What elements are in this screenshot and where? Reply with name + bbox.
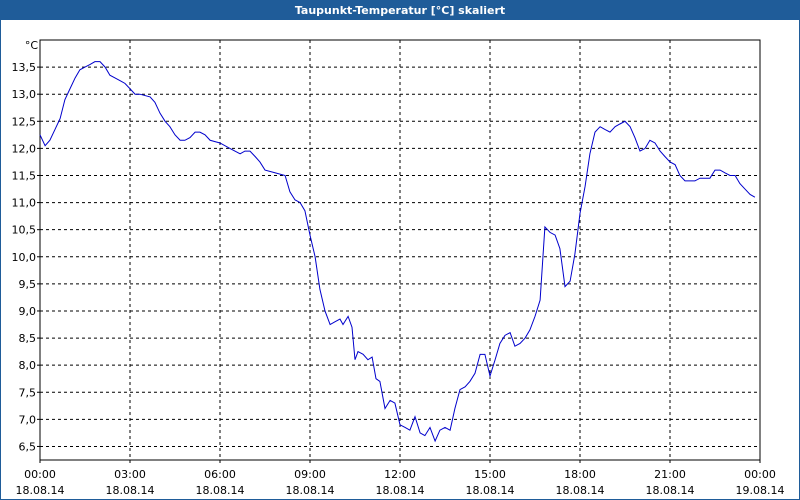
x-tick-label-line: 12:00 bbox=[384, 468, 416, 481]
y-tick-label: 8,0 bbox=[19, 359, 37, 372]
x-tick-label-line: 18:00 bbox=[564, 468, 596, 481]
y-tick-label: 9,0 bbox=[19, 305, 37, 318]
x-tick-label: 12:00 18.08.14 bbox=[376, 468, 425, 497]
x-tick-label-line: 00:00 bbox=[744, 468, 776, 481]
x-tick-label-line: 18.08.14 bbox=[196, 484, 245, 497]
x-tick-label: 09:00 18.08.14 bbox=[286, 468, 335, 497]
x-tick-label-line: 18.08.14 bbox=[286, 484, 335, 497]
x-tick-label: 18:00 18.08.14 bbox=[556, 468, 605, 497]
x-tick-label-line: 03:00 bbox=[114, 468, 146, 481]
y-tick-label: 10,0 bbox=[12, 251, 37, 264]
x-tick-label-line: 06:00 bbox=[204, 468, 236, 481]
y-tick-label: 11,0 bbox=[12, 197, 37, 210]
window-title: Taupunkt-Temperatur [°C] skaliert bbox=[295, 4, 505, 17]
x-tick-label-line: 18.08.14 bbox=[376, 484, 425, 497]
x-tick-label-line: 21:00 bbox=[654, 468, 686, 481]
x-tick-label: 03:00 18.08.14 bbox=[106, 468, 155, 497]
x-tick-label-line: 15:00 bbox=[474, 468, 506, 481]
y-tick-label: 9,5 bbox=[19, 278, 37, 291]
y-tick-label: 13,0 bbox=[12, 88, 37, 101]
x-tick-label-line: 09:00 bbox=[294, 468, 326, 481]
y-tick-label: 11,5 bbox=[12, 169, 37, 182]
x-tick-label-line: 18.08.14 bbox=[466, 484, 515, 497]
y-tick-label: 12,5 bbox=[12, 115, 37, 128]
title-bar bbox=[0, 0, 800, 20]
x-tick-label: 15:00 18.08.14 bbox=[466, 468, 515, 497]
line-series bbox=[39, 61, 756, 443]
x-tick-label-line: 00:00 bbox=[24, 468, 56, 481]
y-tick-label: 7,5 bbox=[19, 386, 37, 399]
x-tick-label-line: 18.08.14 bbox=[556, 484, 605, 497]
x-tick-label-line: 18.08.14 bbox=[106, 484, 155, 497]
y-tick-label: 7,0 bbox=[19, 413, 37, 426]
y-tick-label: 13,5 bbox=[12, 61, 37, 74]
y-tick-label: 8,5 bbox=[19, 332, 37, 345]
y-tick-label: 6,5 bbox=[19, 440, 37, 453]
x-tick-label-line: 18.08.14 bbox=[646, 484, 695, 497]
y-tick-label: 10,5 bbox=[12, 224, 37, 237]
x-tick-label: 00:00 18.08.14 bbox=[16, 468, 65, 497]
x-tick-label: 21:00 18.08.14 bbox=[646, 468, 695, 497]
x-tick-label: 00:00 19.08.14 bbox=[736, 468, 785, 497]
x-tick-label-line: 19.08.14 bbox=[736, 484, 785, 497]
x-tick-label-line: 18.08.14 bbox=[16, 484, 65, 497]
y-tick-label: 12,0 bbox=[12, 142, 37, 155]
y-unit: °C bbox=[25, 39, 39, 52]
x-tick-label: 06:00 18.08.14 bbox=[196, 468, 245, 497]
